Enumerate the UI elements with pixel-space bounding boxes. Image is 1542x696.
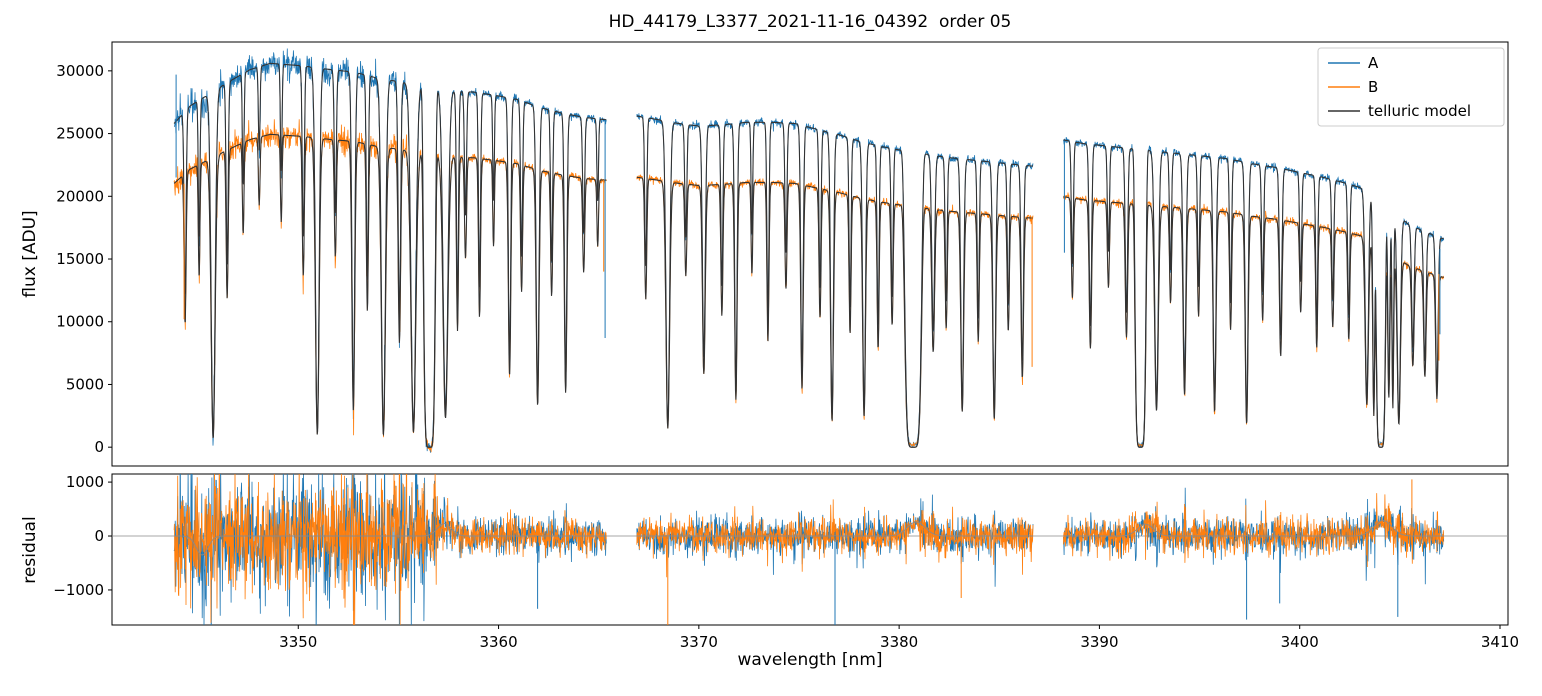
legend-box [1317, 47, 1505, 127]
residual-model-line-seg0 [174, 523, 607, 556]
residual-axis-label: residual [20, 516, 40, 584]
y-tick-label: 0 [94, 438, 104, 456]
legend-label-telluric-model: telluric model [1368, 102, 1471, 120]
residual-model-line-seg2 [1063, 519, 1444, 537]
series-B-residual-seg0 [173, 474, 607, 625]
series-B-residual-seg1 [636, 499, 1034, 578]
chart-title: HD_44179_L3377_2021-11-16_04392 order 05 [608, 12, 1012, 32]
series-A-flux-seg0 [173, 48, 607, 453]
telluric-model-B-seg1 [636, 176, 1033, 448]
y-tick-label: 10000 [56, 313, 104, 331]
y-tick-label: 30000 [56, 62, 104, 80]
x-tick-label: 3380 [880, 633, 918, 651]
y-tick-label: 1000 [66, 473, 104, 491]
y-tick-label: 20000 [56, 187, 104, 205]
series-B-flux-seg0 [173, 119, 607, 453]
x-axis-label: wavelength [nm] [737, 650, 883, 670]
flux-axis-label: flux [ADU] [20, 210, 40, 298]
y-tick-label: 15000 [56, 250, 104, 268]
y-tick-label: −1000 [53, 581, 104, 599]
telluric-model-B-seg0 [173, 133, 607, 448]
legend-label-A: A [1368, 54, 1379, 72]
x-tick-label: 3400 [1281, 633, 1319, 651]
x-tick-label: 3370 [680, 633, 718, 651]
telluric-model-A-seg1 [636, 115, 1034, 448]
legend-label-B: B [1368, 78, 1378, 96]
series-B-flux-seg2 [1063, 192, 1445, 447]
x-tick-label: 3410 [1481, 633, 1519, 651]
telluric-model-A-seg0 [173, 62, 607, 448]
x-tick-label: 3360 [479, 633, 517, 651]
flux-series-group [173, 48, 1445, 453]
y-tick-label: 0 [94, 527, 104, 545]
x-tick-label: 3390 [1080, 633, 1118, 651]
residual-series-group [112, 474, 1508, 625]
y-tick-label: 5000 [66, 375, 104, 393]
series-B-residual-seg2 [1063, 493, 1445, 568]
y-tick-label: 25000 [56, 125, 104, 143]
telluric-model-B-seg2 [1063, 196, 1444, 448]
axes-frame-residual [111, 473, 1509, 626]
axes-frame-flux [111, 41, 1509, 467]
x-tick-label: 3350 [279, 633, 317, 651]
